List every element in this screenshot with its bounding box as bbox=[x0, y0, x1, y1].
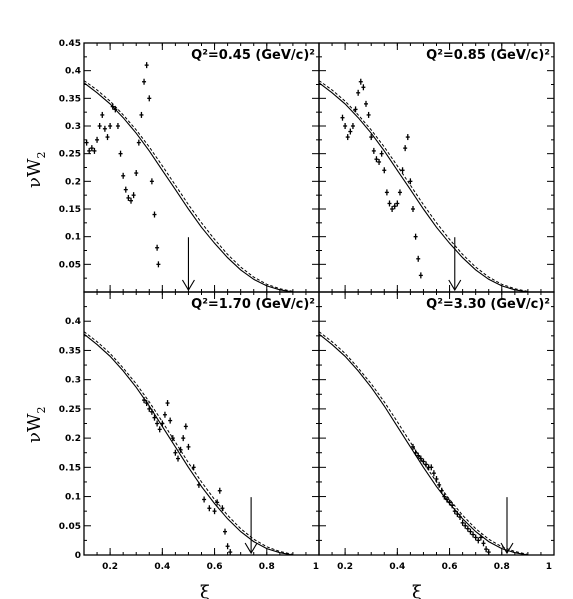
x-tick-label: 0.6 bbox=[207, 562, 223, 572]
panel-plot-area bbox=[319, 78, 529, 292]
y-tick-label: 0.25 bbox=[59, 150, 81, 160]
y-tick-label: 0.4 bbox=[65, 67, 81, 77]
y-axis-label-subscript: 2 bbox=[35, 152, 48, 159]
arrow-head bbox=[244, 542, 258, 555]
x-tick-label: 0.2 bbox=[337, 562, 353, 572]
x-axis-label-right: ξ bbox=[412, 582, 422, 599]
y-tick-label: 0.2 bbox=[65, 177, 81, 187]
y-axis-label-bottom: νW2 bbox=[24, 407, 48, 443]
y-axis-label-subscript: 2 bbox=[35, 407, 48, 414]
y-tick-label: 0.3 bbox=[65, 122, 81, 132]
x-tick-label: 0.4 bbox=[154, 562, 170, 572]
y-tick-label: 0.15 bbox=[59, 463, 81, 473]
x-tick-label: 0.6 bbox=[442, 562, 458, 572]
panel-title: Q²=0.85 (GeV/c)² bbox=[426, 48, 550, 63]
panel-plot-area bbox=[319, 331, 529, 555]
y-tick-label: 0 bbox=[75, 551, 81, 561]
y-tick-label: 0.25 bbox=[59, 405, 81, 415]
curve-dashed bbox=[319, 80, 529, 292]
arrow-head bbox=[448, 279, 462, 292]
y-tick-label: 0.35 bbox=[59, 346, 81, 356]
y-axis-label-text: νW2 bbox=[24, 152, 48, 188]
x-tick-label: 0.4 bbox=[389, 562, 405, 572]
y-tick-label: 0.35 bbox=[59, 94, 81, 104]
curve-dashed bbox=[84, 80, 294, 292]
panel-4: 0.2 0.4 0.6 0.8 1 Q²=3.30 (GeV/c)² bbox=[318, 291, 555, 572]
curve-solid bbox=[84, 333, 293, 555]
panel-plot-area bbox=[84, 62, 294, 292]
panels-group: 0.05 0.1 0.15 0.2 0.25 0.3 0.35 0.4 0.45 Q²=0.45 … bbox=[59, 39, 555, 572]
y-tick-label: 0.3 bbox=[65, 376, 81, 386]
x-tick-label: 1 bbox=[546, 562, 552, 572]
y-tick-label: 0.05 bbox=[59, 522, 81, 532]
y-tick-label: 0.4 bbox=[65, 317, 81, 327]
y-axis-label-text: νW2 bbox=[24, 407, 48, 443]
x-tick-label: 0.8 bbox=[259, 562, 275, 572]
x-tick-label: 1 bbox=[313, 562, 319, 572]
panel-2: Q²=0.85 (GeV/c)² bbox=[318, 42, 555, 293]
arrow-head bbox=[181, 279, 195, 292]
x-axis-label-left: ξ bbox=[200, 582, 210, 599]
arrow-head bbox=[500, 542, 514, 555]
curve-solid bbox=[319, 82, 528, 292]
x-tick-label: 0.2 bbox=[102, 562, 118, 572]
panel-frame bbox=[83, 291, 320, 556]
y-tick-label: 0.05 bbox=[59, 260, 81, 270]
panel-3: 0.05 0.1 0.15 0.2 0.25 0.3 0.35 0.4 0 0.2 0.4 0.6 0.… bbox=[59, 291, 320, 572]
curve-solid bbox=[84, 82, 293, 292]
y-tick-label: 0.1 bbox=[65, 233, 81, 243]
y-tick-label: 0.1 bbox=[65, 493, 81, 503]
y-tick-label: 0.45 bbox=[59, 39, 81, 49]
panel-title: Q²=1.70 (GeV/c)² bbox=[191, 297, 315, 312]
y-axis-label-top: νW2 bbox=[24, 152, 48, 188]
panel-1: 0.05 0.1 0.15 0.2 0.25 0.3 0.35 0.4 0.45 Q²=0.45 … bbox=[59, 39, 320, 293]
panel-title: Q²=3.30 (GeV/c)² bbox=[426, 297, 550, 312]
panel-plot-area bbox=[84, 331, 294, 555]
curve-dashed bbox=[319, 331, 529, 555]
curve-solid bbox=[319, 333, 528, 555]
y-tick-label: 0.2 bbox=[65, 434, 81, 444]
panel-title: Q²=0.45 (GeV/c)² bbox=[191, 48, 315, 63]
panel-frame bbox=[83, 42, 320, 293]
y-tick-label: 0.15 bbox=[59, 205, 81, 215]
panel-frame bbox=[318, 42, 555, 293]
curve-dashed bbox=[84, 331, 294, 555]
panel-frame bbox=[318, 291, 555, 556]
x-tick-label: 0.8 bbox=[494, 562, 510, 572]
